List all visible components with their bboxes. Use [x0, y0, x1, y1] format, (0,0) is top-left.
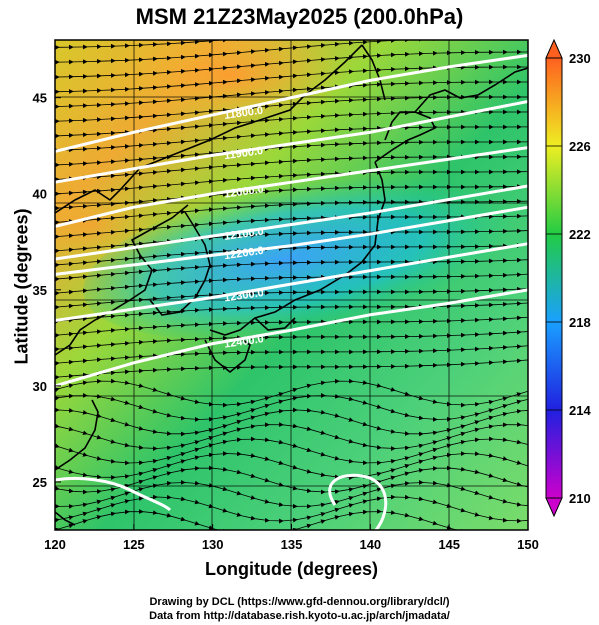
height-contours: 11800.0 11900.0 12000.0 12100.0 12200.0 12300… [55, 53, 528, 388]
x-tick-label: 150 [517, 537, 539, 552]
y-axis-label: Latitude (degrees) [11, 208, 32, 365]
y-axis-ticks: 25 30 35 40 45 [33, 91, 61, 490]
streamline [55, 509, 522, 530]
map-title: MSM 21Z23May2025 (200.0hPa) [135, 4, 464, 29]
streamline [55, 286, 528, 310]
streamline [55, 358, 528, 380]
height-contour-line [55, 205, 528, 276]
x-tick-label: 125 [123, 537, 145, 552]
height-contour-line [55, 242, 528, 323]
low-pressure-contours [55, 473, 388, 530]
height-contour-line [55, 53, 528, 153]
y-tick-label: 40 [33, 187, 47, 202]
colorbar-tick-label: 218 [569, 315, 591, 330]
colorbar: 210 214 218 222 226 230 [545, 38, 591, 518]
y-tick-label: 35 [33, 283, 47, 298]
x-tick-label: 145 [438, 537, 460, 552]
x-axis-ticks: 120 125 130 135 140 145 150 [44, 524, 539, 552]
colorbar-gradient [545, 57, 563, 499]
y-tick-label: 25 [33, 475, 47, 490]
height-contour-label: 11800.0 [223, 105, 263, 122]
colorbar-tick-label: 222 [569, 227, 591, 242]
height-contour-line [55, 146, 528, 228]
plot-area: 11800.0 11900.0 12000.0 12100.0 12200.0 12300… [55, 40, 528, 530]
colorbar-tick-label: 210 [569, 491, 591, 506]
colorbar-tick-label: 226 [569, 139, 591, 154]
height-contour-label: 12400.0 [223, 333, 264, 350]
colorbar-tick-label: 230 [569, 51, 591, 66]
y-tick-label: 30 [33, 379, 47, 394]
height-contour-label: 12100.0 [223, 226, 264, 243]
x-tick-label: 120 [44, 537, 66, 552]
x-tick-label: 135 [281, 537, 303, 552]
x-tick-label: 130 [202, 537, 224, 552]
credit-data: Data from http://database.rish.kyoto-u.a… [149, 610, 450, 622]
colorbar-bottom-arrow [545, 497, 563, 518]
x-axis-label: Longitude (degrees) [204, 559, 378, 579]
height-contour-label: 12000.0 [223, 183, 264, 200]
colorbar-top-arrow [545, 38, 563, 59]
streamline [55, 301, 528, 324]
x-tick-label: 140 [359, 537, 381, 552]
streamline [55, 329, 528, 352]
height-contour-label: 12200.0 [223, 245, 264, 262]
streamline [55, 344, 528, 366]
height-contour-label: 11900.0 [223, 145, 263, 162]
colorbar-tick-label: 214 [569, 403, 591, 418]
height-contour-line [55, 288, 528, 388]
height-contour-line [55, 184, 528, 261]
height-contour-label: 12300.0 [223, 287, 264, 304]
y-tick-label: 45 [33, 91, 47, 106]
height-contour-line [55, 100, 528, 184]
credit-drawing: Drawing by DCL (https://www.gfd-dennou.o… [149, 596, 450, 608]
colorbar-ticks: 210 214 218 222 226 230 [546, 51, 591, 506]
